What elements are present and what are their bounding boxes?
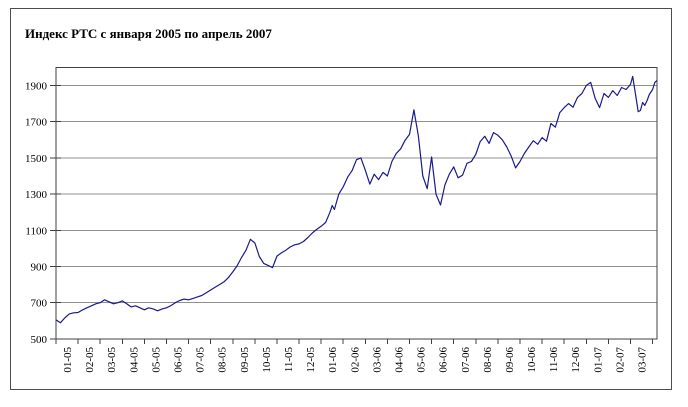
x-tick-label: 01-06 — [327, 347, 339, 373]
x-tick-label: 02-07 — [614, 347, 626, 373]
y-tick-label: 1900 — [25, 81, 48, 93]
y-tick-label: 1700 — [25, 117, 48, 129]
y-tick-label: 1500 — [25, 153, 48, 165]
y-tick-label: 500 — [31, 334, 48, 346]
x-tick-label: 06-05 — [173, 347, 185, 373]
y-tick-label: 700 — [31, 298, 48, 310]
x-tick-label: 10-06 — [526, 347, 538, 373]
x-tick-label: 06-06 — [438, 347, 450, 373]
x-tick-label: 07-05 — [195, 347, 207, 373]
x-tick-label: 05-05 — [150, 347, 162, 373]
x-tick-label: 08-05 — [217, 347, 229, 373]
y-tick-label: 1300 — [25, 189, 48, 201]
x-tick-label: 03-07 — [637, 347, 649, 373]
x-tick-label: 12-06 — [570, 347, 582, 373]
x-tick-label: 08-06 — [482, 347, 494, 373]
x-tick-label: 04-05 — [128, 347, 140, 373]
chart-border — [10, 8, 672, 390]
x-tick-label: 11-05 — [283, 347, 295, 373]
x-tick-label: 01-05 — [62, 347, 74, 373]
x-tick-label: 07-06 — [460, 347, 472, 373]
x-tick-label: 11-06 — [548, 347, 560, 373]
x-tick-label: 03-05 — [106, 347, 118, 373]
x-tick-label: 03-06 — [371, 347, 383, 373]
rts-index-series-line — [55, 75, 658, 324]
y-tick-label: 900 — [31, 262, 48, 274]
x-tick-label: 01-07 — [592, 347, 604, 373]
x-tick-label: 09-06 — [504, 347, 516, 373]
x-tick-label: 12-05 — [305, 347, 317, 373]
x-tick-label: 02-06 — [349, 347, 361, 373]
x-tick-label: 04-06 — [393, 347, 405, 373]
x-tick-label: 10-05 — [261, 347, 273, 373]
x-tick-label: 09-05 — [239, 347, 251, 373]
x-tick-label: 05-06 — [416, 347, 428, 373]
x-tick-label: 02-05 — [84, 347, 96, 373]
y-tick-label: 1100 — [25, 225, 47, 237]
chart-title: Индекс РТС с января 2005 по апрель 2007 — [25, 26, 272, 41]
plot-frame — [55, 66, 658, 340]
